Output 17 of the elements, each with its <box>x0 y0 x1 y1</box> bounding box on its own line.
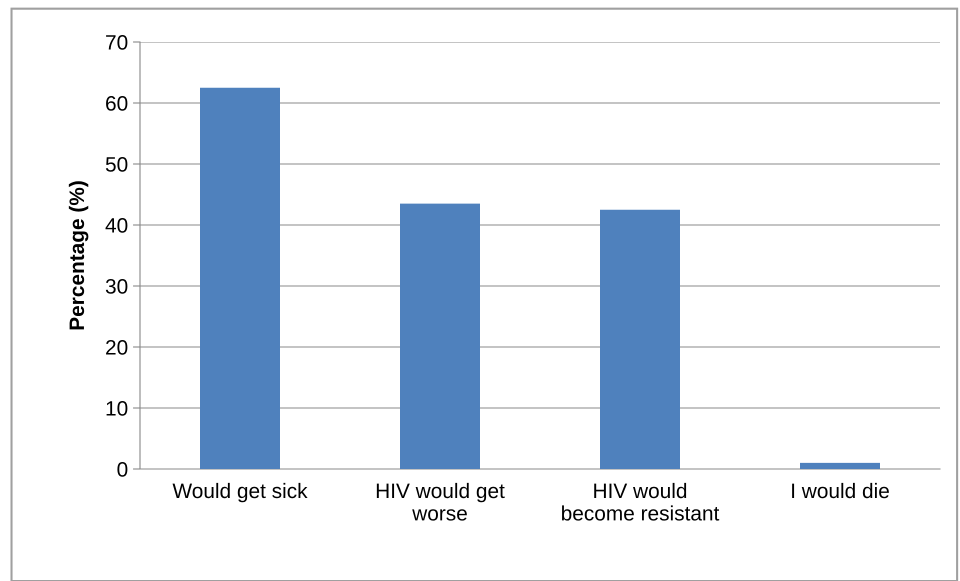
x-tick-label: I would die <box>792 482 889 498</box>
y-axis-title: Percentage (%) <box>68 181 88 330</box>
y-tick-label: 50 <box>106 157 128 172</box>
x-tick-label: Would get sick <box>172 482 308 502</box>
y-tick-label: 70 <box>106 35 128 50</box>
y-tick-label: 20 <box>106 340 128 355</box>
y-tick-label: 10 <box>106 401 128 416</box>
y-tick-label: 0 <box>117 462 128 477</box>
x-tick-label: HIV would get worse <box>376 482 505 521</box>
y-tick-label: 40 <box>106 218 128 233</box>
bar <box>600 210 680 469</box>
y-tick-label: 60 <box>106 96 128 111</box>
y-tick-label: 30 <box>106 279 128 294</box>
x-tick-label: HIV would become resistant <box>562 482 720 521</box>
bar <box>800 462 880 469</box>
bar <box>200 88 280 469</box>
bar <box>400 204 480 469</box>
